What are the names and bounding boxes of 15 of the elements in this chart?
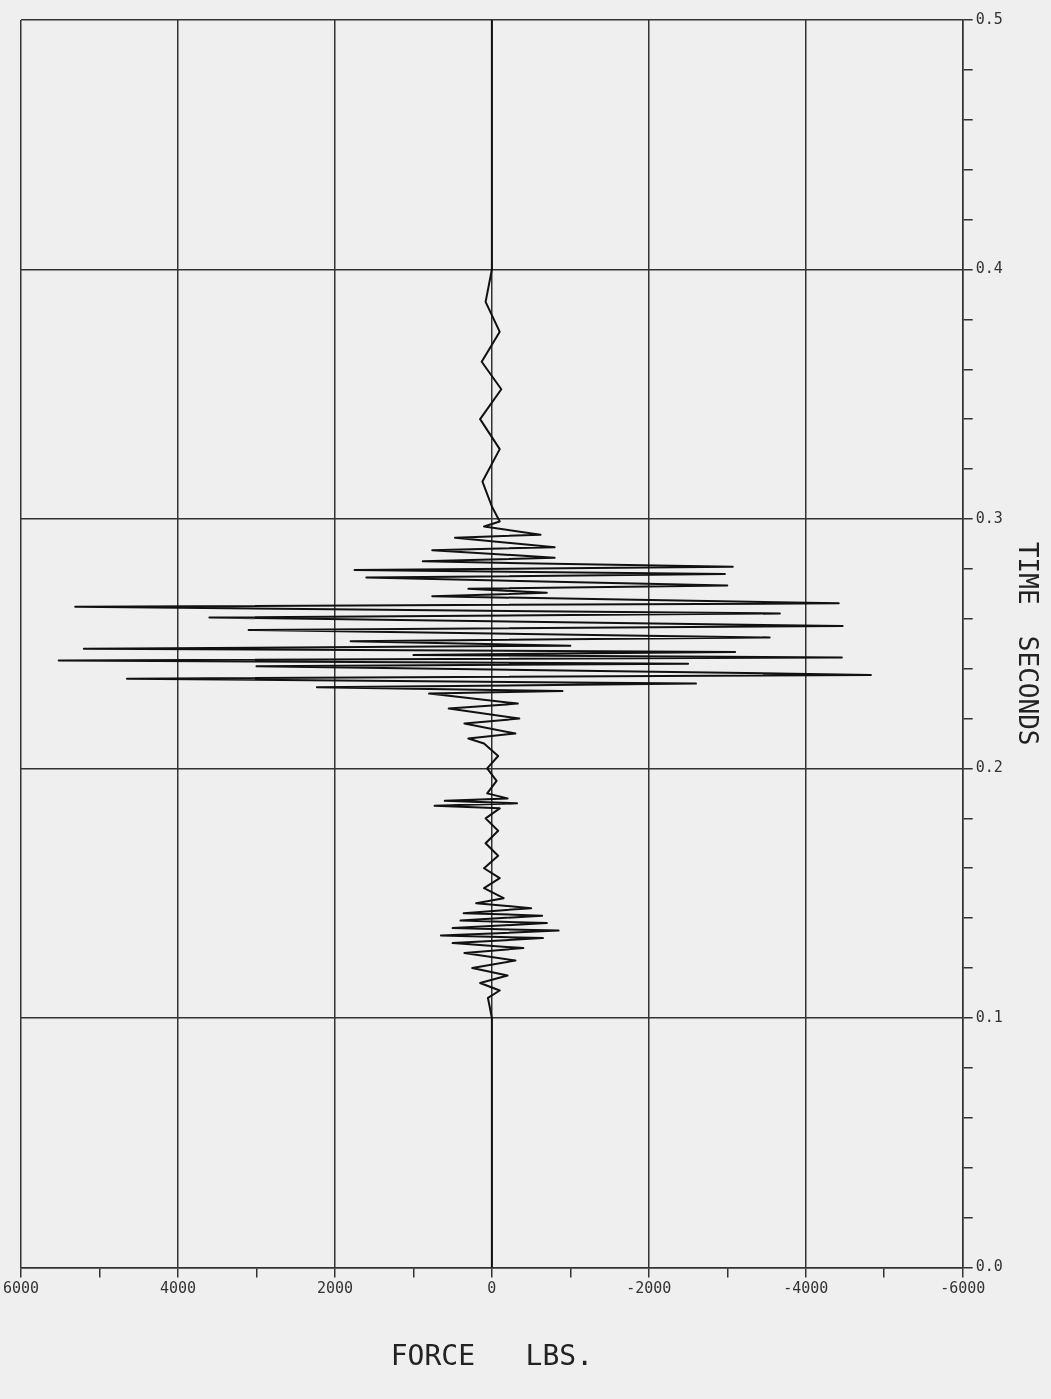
y-tick-label: 0.2: [975, 758, 1003, 777]
x-tick-label: -4000: [783, 1279, 829, 1298]
y-tick-label: 0.1: [975, 1007, 1003, 1026]
x-tick-label: 2000: [316, 1279, 354, 1298]
y-tick-label: 0.3: [975, 508, 1003, 527]
x-tick-label: 0: [487, 1279, 497, 1298]
x-axis-title: FORCE LBS.: [390, 1339, 594, 1373]
y-tick-label: 0.5: [975, 9, 1003, 28]
x-tick-label: 6000: [3, 1279, 40, 1298]
x-tick-label: -2000: [626, 1279, 672, 1298]
y-tick-label: 0.4: [975, 259, 1003, 278]
x-tick-label: -6000: [940, 1279, 986, 1298]
y-axis-title: TIME SECONDS: [1012, 541, 1043, 746]
x-tick-label: 4000: [159, 1279, 197, 1298]
y-tick-label: 0.0: [975, 1257, 1003, 1276]
